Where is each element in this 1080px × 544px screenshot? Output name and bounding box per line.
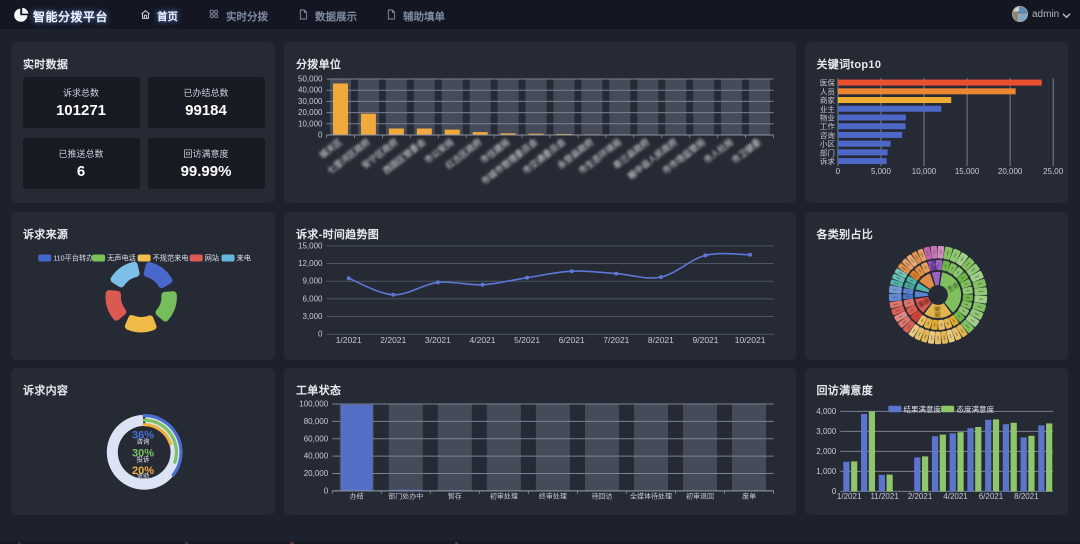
svg-text:0: 0	[835, 167, 840, 176]
svg-text:困难: 困难	[934, 305, 942, 317]
svg-text:7/2021: 7/2021	[603, 335, 629, 345]
svg-text:3,000: 3,000	[302, 312, 323, 321]
svg-text:全媒体待处理: 全媒体待处理	[630, 491, 672, 500]
svg-text:2/2021: 2/2021	[907, 492, 932, 501]
svg-text:诉求: 诉求	[819, 156, 834, 166]
svg-text:投诉: 投诉	[137, 454, 151, 463]
svg-text:20,000: 20,000	[298, 108, 323, 117]
svg-text:50,000: 50,000	[298, 75, 323, 84]
svg-text:工作: 工作	[819, 121, 834, 131]
svg-text:15,000: 15,000	[954, 167, 979, 176]
svg-text:4/2021: 4/2021	[470, 335, 496, 345]
svg-text:不规范来电: 不规范来电	[153, 253, 189, 262]
svg-text:大厦: 大厦	[929, 258, 939, 271]
svg-text:36%: 36%	[132, 429, 154, 441]
svg-text:4,000: 4,000	[816, 406, 837, 415]
svg-text:9,000: 9,000	[302, 276, 323, 285]
svg-text:待回访: 待回访	[591, 491, 612, 500]
svg-text:30%: 30%	[132, 447, 154, 459]
svg-text:20,000: 20,000	[997, 167, 1022, 176]
svg-text:0: 0	[324, 486, 329, 495]
svg-text:10,000: 10,000	[911, 167, 936, 176]
svg-text:5/2021: 5/2021	[514, 335, 540, 345]
svg-text:2/2021: 2/2021	[380, 335, 406, 345]
svg-text:110平台转办: 110平台转办	[53, 253, 93, 262]
svg-text:人员: 人员	[819, 87, 834, 96]
svg-text:1,000: 1,000	[816, 466, 837, 475]
svg-text:医保: 医保	[819, 79, 834, 88]
svg-text:9/2021: 9/2021	[693, 335, 719, 345]
svg-text:0: 0	[318, 131, 323, 140]
svg-text:咨询: 咨询	[819, 130, 834, 140]
svg-text:态度满意度: 态度满意度	[956, 404, 994, 414]
svg-text:15,000: 15,000	[298, 241, 323, 250]
svg-text:网站: 网站	[205, 253, 219, 262]
svg-text:物业: 物业	[819, 112, 834, 122]
svg-text:6,000: 6,000	[302, 294, 323, 303]
svg-text:小区: 小区	[819, 140, 834, 149]
svg-text:暂存: 暂存	[448, 491, 462, 500]
svg-text:60,000: 60,000	[304, 434, 329, 443]
svg-text:初审处理: 初审处理	[490, 491, 518, 500]
svg-text:市卫健委: 市卫健委	[730, 136, 763, 165]
svg-text:废单: 废单	[742, 491, 756, 500]
svg-text:6/2021: 6/2021	[978, 492, 1003, 501]
svg-text:部门: 部门	[819, 147, 834, 157]
svg-text:8/2021: 8/2021	[648, 335, 674, 345]
svg-text:市人社局: 市人社局	[702, 137, 735, 166]
svg-text:求助: 求助	[137, 471, 151, 480]
svg-text:30,000: 30,000	[298, 97, 323, 106]
svg-text:40,000: 40,000	[298, 86, 323, 95]
svg-text:6/2021: 6/2021	[559, 335, 585, 345]
svg-text:商家: 商家	[819, 95, 834, 105]
svg-text:25,00: 25,00	[1043, 167, 1064, 176]
svg-text:10,000: 10,000	[298, 119, 323, 128]
svg-text:无声电话: 无声电话	[107, 253, 136, 262]
svg-text:8/2021: 8/2021	[1014, 492, 1039, 501]
svg-text:10/2021: 10/2021	[735, 335, 766, 345]
svg-text:0: 0	[831, 486, 836, 495]
svg-text:40,000: 40,000	[304, 451, 329, 460]
svg-text:11/2021: 11/2021	[870, 492, 899, 501]
svg-text:初审退回: 初审退回	[686, 491, 714, 500]
svg-text:4/2021: 4/2021	[943, 492, 968, 501]
svg-text:100,000: 100,000	[299, 399, 328, 408]
svg-text:业主: 业主	[819, 104, 834, 114]
svg-text:办结: 办结	[350, 491, 364, 500]
svg-text:2,000: 2,000	[816, 446, 837, 455]
svg-text:部门处办中: 部门处办中	[388, 491, 423, 500]
svg-text:3/2021: 3/2021	[425, 335, 451, 345]
svg-text:1/2021: 1/2021	[836, 492, 861, 501]
svg-text:12,000: 12,000	[298, 259, 323, 268]
svg-text:20%: 20%	[132, 464, 154, 476]
svg-text:来电: 来电	[237, 253, 251, 262]
svg-text:20,000: 20,000	[304, 469, 329, 478]
svg-text:80,000: 80,000	[304, 416, 329, 425]
svg-text:0: 0	[318, 329, 323, 338]
svg-text:结果满意度: 结果满意度	[903, 404, 941, 414]
svg-text:终审处理: 终审处理	[539, 491, 567, 500]
svg-text:咨询: 咨询	[137, 436, 151, 445]
svg-text:5,000: 5,000	[870, 167, 891, 176]
svg-text:3,000: 3,000	[816, 426, 837, 435]
svg-text:1/2021: 1/2021	[336, 335, 362, 345]
